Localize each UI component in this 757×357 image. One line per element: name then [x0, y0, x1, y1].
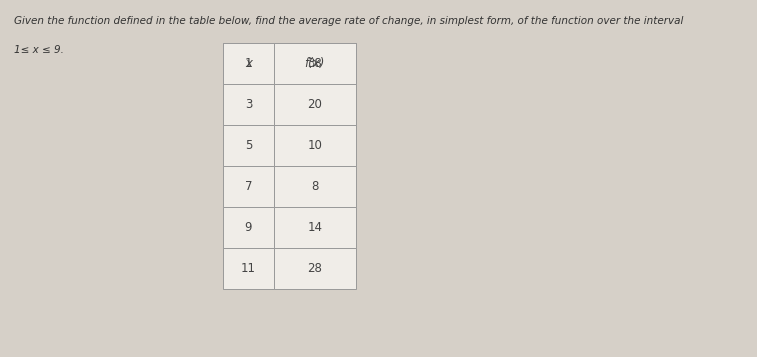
Bar — [223, 43, 274, 84]
Bar — [223, 125, 274, 166]
Bar — [223, 166, 274, 207]
Text: 3: 3 — [245, 98, 252, 111]
Text: 20: 20 — [307, 98, 322, 111]
Text: 10: 10 — [307, 139, 322, 152]
Bar — [274, 43, 356, 84]
Bar — [274, 207, 356, 248]
Text: 1: 1 — [245, 57, 252, 70]
Text: 7: 7 — [245, 180, 252, 193]
Text: 5: 5 — [245, 139, 252, 152]
Text: 28: 28 — [307, 262, 322, 275]
Text: Given the function defined in the table below, find the average rate of change, : Given the function defined in the table … — [14, 16, 683, 26]
Bar — [274, 248, 356, 289]
Bar — [223, 207, 274, 248]
Bar — [223, 43, 274, 84]
Text: 1≤ x ≤ 9.: 1≤ x ≤ 9. — [14, 45, 64, 55]
Text: x: x — [245, 57, 252, 70]
Text: f(x): f(x) — [304, 57, 325, 70]
Bar — [223, 248, 274, 289]
Bar — [274, 43, 356, 84]
Bar — [223, 84, 274, 125]
Text: 14: 14 — [307, 221, 322, 234]
Text: 8: 8 — [311, 180, 319, 193]
Text: 11: 11 — [241, 262, 256, 275]
Bar — [274, 125, 356, 166]
Bar — [274, 84, 356, 125]
Bar — [274, 166, 356, 207]
Text: 9: 9 — [245, 221, 252, 234]
Text: 38: 38 — [307, 57, 322, 70]
